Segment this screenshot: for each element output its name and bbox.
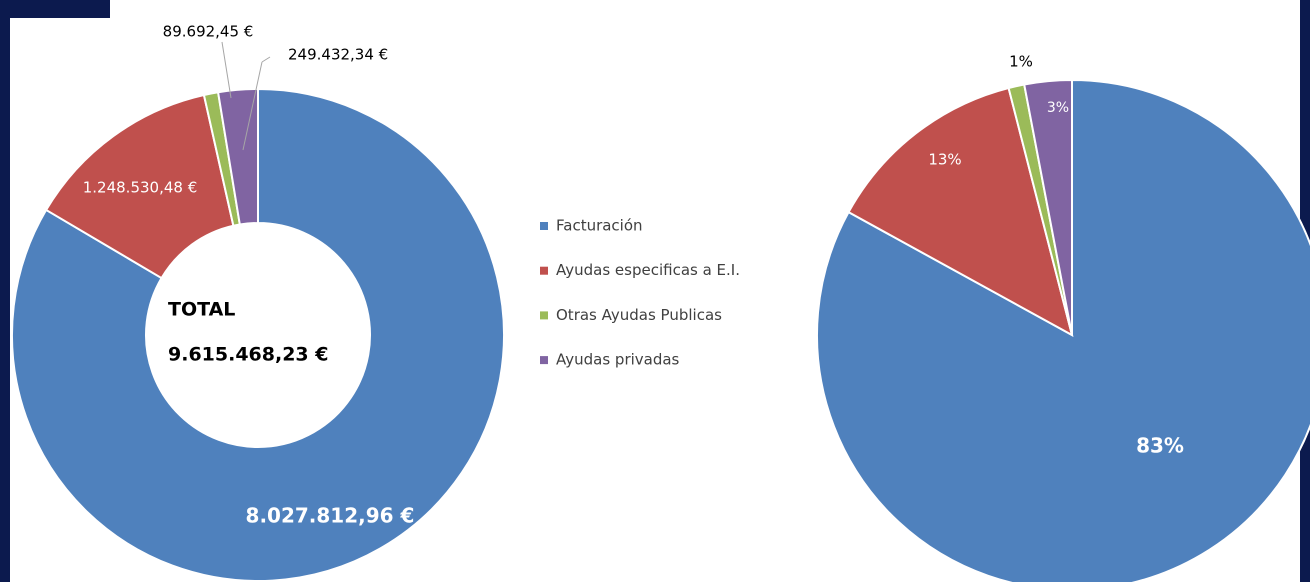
- legend-label: Facturación: [556, 217, 643, 235]
- corner-block: [0, 0, 110, 18]
- legend-swatch: [540, 311, 548, 320]
- data-label: 8.027.812,96 €: [246, 504, 415, 528]
- legend-swatch: [540, 356, 548, 365]
- leader-line: [221, 41, 232, 99]
- legend-label: Otras Ayudas Publicas: [556, 306, 722, 324]
- legend-label: Ayudas privadas: [556, 351, 680, 369]
- total-title: TOTAL: [168, 299, 235, 321]
- slice: [847, 86, 1074, 337]
- data-label: 1%: [1009, 53, 1033, 71]
- data-label: 89.692,45 €: [163, 23, 254, 41]
- slice: [11, 87, 505, 582]
- leader-line: [242, 61, 263, 151]
- data-label: 249.432,34 €: [288, 46, 388, 64]
- slice: [44, 93, 235, 280]
- data-label: 1.248.530,48 €: [83, 179, 198, 197]
- data-label: 83%: [1136, 434, 1184, 458]
- slice: [216, 87, 259, 226]
- legend-swatch: [540, 266, 548, 275]
- total-value: 9.615.468,23 €: [168, 344, 328, 366]
- leader-line: [261, 56, 271, 63]
- legend-label: Ayudas especificas a E.I.: [556, 261, 740, 279]
- legend-swatch: [540, 222, 548, 230]
- data-label: 13%: [928, 151, 961, 169]
- slice: [1023, 78, 1073, 336]
- data-label: 3%: [1047, 100, 1069, 116]
